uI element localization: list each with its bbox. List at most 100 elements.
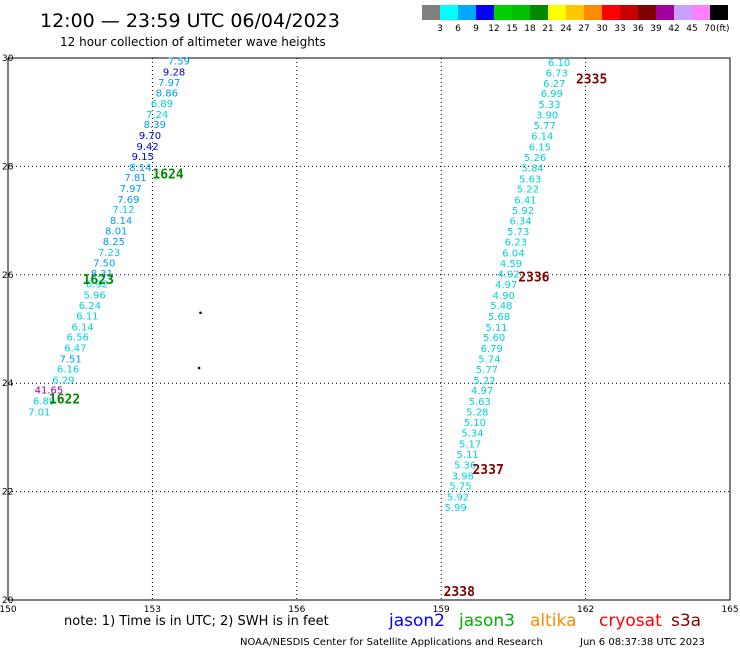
legend-swatch bbox=[548, 5, 566, 20]
wave-height-label: 5.77 bbox=[534, 121, 556, 132]
pass-time-label: 2338 bbox=[444, 585, 475, 600]
wave-height-label: 8.14 bbox=[110, 216, 132, 227]
pass-time-label: 1624 bbox=[152, 168, 183, 183]
wave-height-label: 5.73 bbox=[507, 227, 529, 238]
color-legend: 3 6 9 12 15 18 21 24 27 30 33 36 39 42 45 70 (ft) bbox=[422, 5, 730, 34]
legend-label: 27 bbox=[578, 24, 589, 34]
wave-height-label: 6.73 bbox=[546, 69, 568, 80]
legend-swatch bbox=[422, 5, 440, 20]
wave-height-label: 5.34 bbox=[461, 429, 483, 440]
legend-swatch bbox=[620, 5, 638, 20]
satellite-legend: jason2 jason3 altika cryosat s3a bbox=[388, 611, 701, 631]
legend-label: 3 bbox=[437, 24, 443, 34]
wave-height-label: 9.15 bbox=[132, 152, 154, 163]
wave-height-label: 5.63 bbox=[469, 397, 491, 408]
x-tick-label: 159 bbox=[433, 605, 450, 615]
wave-height-label: 6.11 bbox=[76, 311, 98, 322]
wave-height-label: 3.90 bbox=[536, 110, 558, 121]
legend-label: 70 bbox=[704, 24, 716, 34]
legend-label: 30 bbox=[596, 24, 608, 34]
legend-swatch bbox=[566, 5, 584, 20]
wave-height-label: 41.65 bbox=[35, 386, 64, 397]
legend-swatch bbox=[494, 5, 512, 20]
wave-height-label: 6.56 bbox=[67, 333, 89, 344]
legend-swatch bbox=[476, 5, 494, 20]
y-tick-label: 24 bbox=[2, 379, 14, 389]
wave-height-label: 3.98 bbox=[452, 471, 474, 482]
position-dot bbox=[199, 311, 202, 315]
wave-height-label: 8.01 bbox=[105, 226, 127, 237]
y-tick-label: 28 bbox=[2, 162, 14, 172]
wave-height-label: 7.59 bbox=[168, 57, 190, 68]
pass-time-label: 2336 bbox=[518, 271, 549, 286]
wave-height-label: 6.04 bbox=[502, 249, 524, 260]
legend-swatch bbox=[440, 5, 458, 20]
wave-height-label: 7.81 bbox=[124, 173, 146, 184]
wave-height-label: 5.22 bbox=[473, 376, 495, 387]
wave-height-label: 6.15 bbox=[529, 142, 551, 153]
legend-label: 42 bbox=[668, 24, 679, 34]
legend-swatch bbox=[530, 5, 548, 20]
legend-swatch bbox=[656, 5, 674, 20]
satellite-name: jason3 bbox=[458, 611, 515, 631]
legend-label: 6 bbox=[455, 24, 461, 34]
wave-height-label: 5.63 bbox=[519, 174, 541, 185]
pass-time-label: 1622 bbox=[49, 392, 80, 407]
plot-frame bbox=[7, 57, 731, 601]
legend-swatch bbox=[584, 5, 602, 20]
wave-height-label: 6.23 bbox=[505, 238, 527, 249]
wave-height-label: 5.26 bbox=[524, 153, 546, 164]
wave-height-label: 5.84 bbox=[522, 163, 544, 174]
legend-label: 21 bbox=[542, 24, 553, 34]
wave-height-label: 6.41 bbox=[514, 195, 536, 206]
pass-time-label: 1623 bbox=[83, 273, 114, 288]
x-tick-label: 156 bbox=[288, 605, 305, 615]
wave-height-points: 7.599.287.978.866.897.248.399.709.429.15… bbox=[28, 57, 570, 514]
x-tick-label: 150 bbox=[0, 605, 17, 615]
wave-height-label: 6.14 bbox=[71, 322, 93, 333]
wave-height-label: 6.89 bbox=[151, 99, 173, 110]
legend-swatch bbox=[692, 5, 710, 20]
footer-credit: NOAA/NESDIS Center for Satellite Applica… bbox=[240, 637, 543, 648]
wave-height-label: 5.36 bbox=[454, 461, 476, 472]
x-tick-label: 165 bbox=[721, 605, 738, 615]
y-tick-label: 20 bbox=[2, 596, 14, 606]
wave-height-label: 6.27 bbox=[543, 79, 565, 90]
wave-height-label: 6.89 bbox=[33, 397, 55, 408]
wave-height-label: 7.01 bbox=[28, 407, 50, 418]
x-tick-label: 162 bbox=[577, 605, 594, 615]
wave-height-label: 6.16 bbox=[57, 365, 79, 376]
wave-height-label: 6.92 bbox=[86, 279, 108, 290]
wave-height-label: 7.51 bbox=[59, 354, 81, 365]
wave-height-label: 8.14 bbox=[129, 163, 151, 174]
wave-height-label: 4.59 bbox=[500, 259, 522, 270]
pass-time-label: 2337 bbox=[472, 463, 503, 478]
wave-height-label: 5.68 bbox=[488, 312, 510, 323]
legend-swatch bbox=[602, 5, 620, 20]
grid-lines bbox=[8, 58, 730, 600]
wave-height-label: 6.34 bbox=[509, 217, 531, 228]
wave-height-label: 6.14 bbox=[531, 132, 553, 143]
legend-label: 24 bbox=[560, 24, 572, 34]
legend-swatch bbox=[710, 5, 728, 20]
position-dot bbox=[197, 366, 201, 370]
pass-time-label: 2335 bbox=[576, 73, 607, 88]
legend-swatch bbox=[674, 5, 692, 20]
wave-height-label: 5.11 bbox=[485, 323, 507, 334]
wave-height-label: 5.96 bbox=[84, 290, 106, 301]
legend-label: 33 bbox=[614, 24, 625, 34]
wave-height-label: 5.60 bbox=[483, 333, 505, 344]
wave-height-label: 8.39 bbox=[144, 120, 166, 131]
satellite-name: cryosat bbox=[599, 611, 662, 631]
wave-height-label: 5.10 bbox=[464, 418, 486, 429]
wave-height-label: 6.47 bbox=[64, 343, 86, 354]
wave-height-label: 6.10 bbox=[548, 58, 570, 69]
wave-height-label: 5.92 bbox=[512, 206, 534, 217]
satellite-name: altika bbox=[530, 611, 577, 631]
x-tick-label: 153 bbox=[144, 605, 161, 615]
axis-ticks: 150 153 156 159 162 165 20 22 24 26 28 30 bbox=[0, 54, 739, 615]
wave-height-label: 4.92 bbox=[497, 270, 519, 281]
chart-subtitle: 12 hour collection of altimeter wave hei… bbox=[60, 35, 326, 49]
legend-swatch bbox=[638, 5, 656, 20]
